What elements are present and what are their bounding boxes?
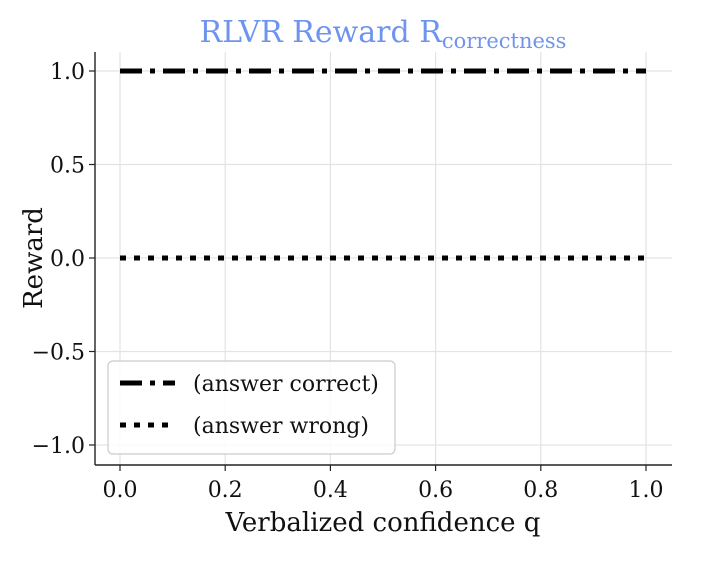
legend-label-answer-correct: (answer correct)	[193, 372, 379, 397]
y-tick-label: 0.5	[50, 154, 85, 179]
x-tick-label: 1.0	[629, 478, 664, 503]
y-tick-label: −1.0	[32, 434, 85, 459]
series-group	[120, 68, 646, 261]
legend: (answer correct) (answer wrong)	[107, 360, 396, 455]
legend-label-answer-wrong: (answer wrong)	[193, 414, 369, 439]
x-axis-label: Verbalized confidence q	[225, 508, 541, 538]
y-axis-label: Reward	[19, 207, 49, 309]
y-ticks: 1.0 0.5 0.0 −0.5 −1.0	[32, 60, 95, 459]
x-tick-label: 0.8	[523, 478, 558, 503]
x-tick-label: 0.4	[313, 478, 348, 503]
chart-title-main: RLVR Reward R	[200, 15, 444, 50]
x-tick-label: 0.2	[208, 478, 243, 503]
y-tick-label: 1.0	[50, 60, 85, 85]
x-tick-label: 0.0	[103, 478, 138, 503]
chart-title: RLVR Reward Rcorrectness	[200, 15, 567, 53]
chart-title-subscript: correctness	[442, 29, 567, 53]
y-tick-label: 0.0	[50, 247, 85, 272]
y-tick-label: −0.5	[32, 341, 85, 366]
x-tick-label: 0.6	[418, 478, 453, 503]
legend-frame	[107, 360, 396, 455]
x-ticks: 0.0 0.2 0.4 0.6 0.8 1.0	[103, 465, 664, 503]
